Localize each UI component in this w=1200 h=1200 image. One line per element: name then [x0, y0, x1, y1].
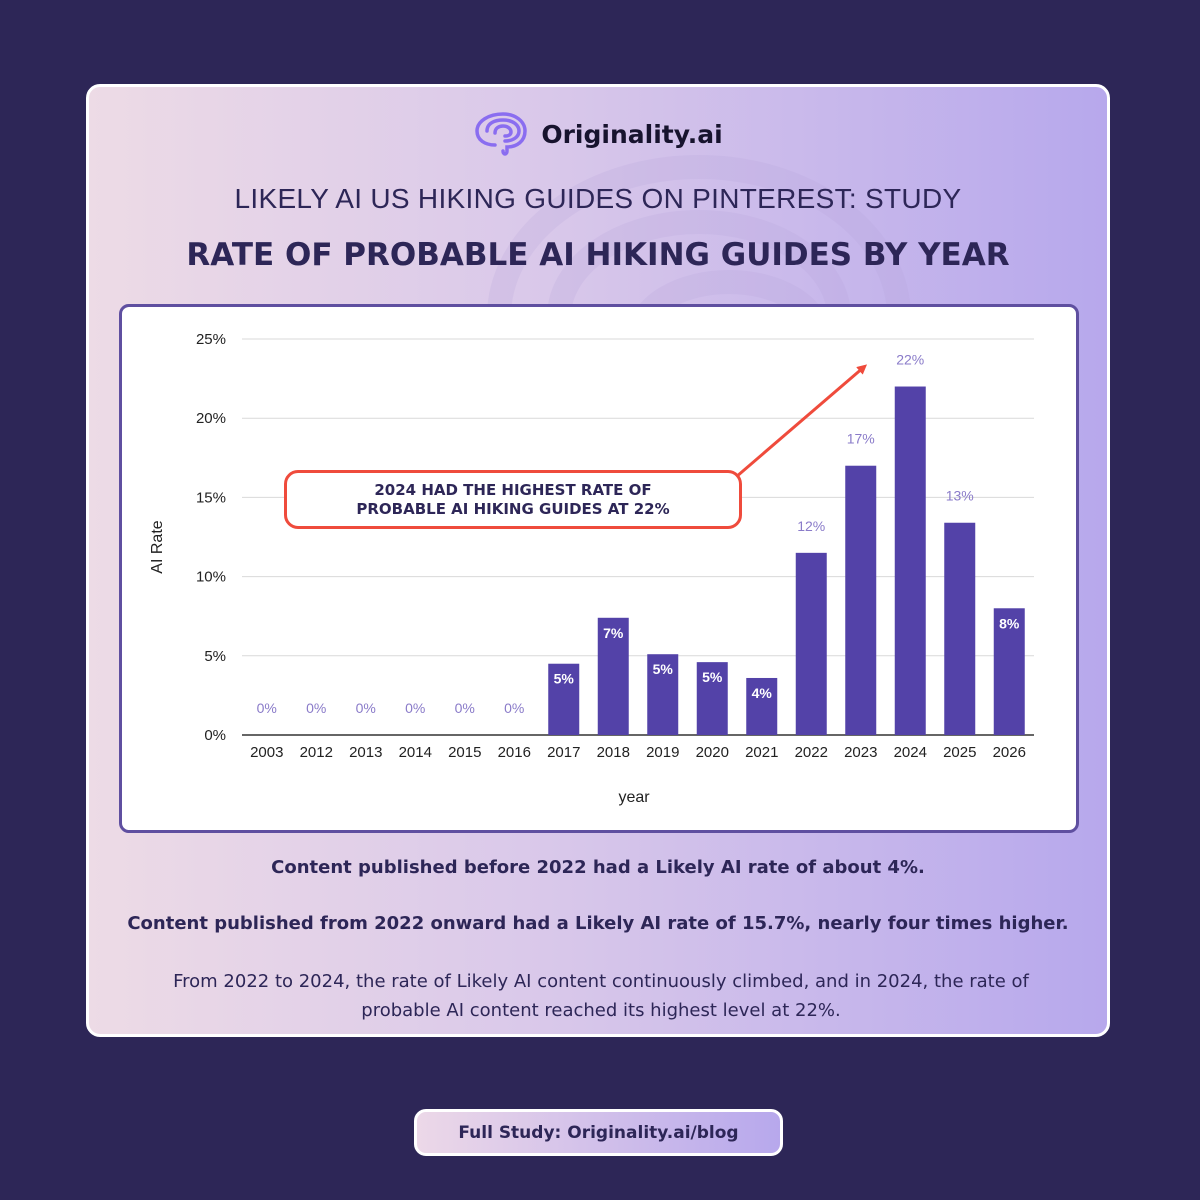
data-label: 4%: [752, 685, 773, 701]
y-axis-label: AI Rate: [149, 520, 166, 573]
bar-2022: [795, 552, 827, 735]
bar-2023: [845, 465, 877, 735]
x-tick-label: 2022: [795, 744, 828, 761]
annotation-callout: 2024 HAD THE HIGHEST RATE OF PROBABLE AI…: [284, 470, 742, 529]
data-label: 5%: [653, 661, 674, 677]
data-label: 0%: [504, 700, 524, 716]
full-study-link[interactable]: Full Study: Originality.ai/blog: [414, 1109, 783, 1156]
x-tick-label: 2016: [498, 744, 531, 761]
brain-icon: [475, 112, 528, 156]
x-tick-label: 2013: [349, 744, 382, 761]
bar-2020: [696, 662, 728, 735]
x-tick-label: 2025: [943, 744, 976, 761]
bar-2019: [647, 654, 679, 735]
data-label: 8%: [999, 615, 1020, 631]
study-subtitle: LIKELY AI US HIKING GUIDES ON PINTEREST:…: [234, 183, 962, 214]
bar-2017: [548, 663, 580, 735]
data-label: 7%: [603, 625, 624, 641]
y-tick-label: 10%: [196, 569, 226, 586]
data-label: 0%: [257, 700, 277, 716]
y-tick-label: 0%: [204, 727, 226, 744]
bar-2018: [597, 617, 629, 735]
data-label: 22%: [896, 352, 924, 368]
data-label: 5%: [554, 671, 575, 687]
x-tick-label: 2003: [250, 744, 283, 761]
chart-container: 0% 5% 10% 15% 20% 25% 2003 0% 2012 0% 2013 0% 2014 0%…: [119, 304, 1079, 833]
data-label: 0%: [405, 700, 425, 716]
x-axis-label: year: [618, 789, 650, 806]
brand-header: Originality.ai: [89, 109, 1107, 159]
x-tick-label: 2015: [448, 744, 481, 761]
data-label: 17%: [847, 431, 875, 447]
data-label: 13%: [946, 488, 974, 504]
annotation-text: 2024 HAD THE HIGHEST RATE OF PROBABLE AI…: [356, 480, 670, 518]
infographic-card: Originality.ai LIKELY AI US HIKING GUIDE…: [86, 84, 1110, 1037]
finding-trend: From 2022 to 2024, the rate of Likely AI…: [173, 971, 1029, 1021]
finding-before-2022: Content published before 2022 had a Like…: [271, 857, 925, 878]
bar-2025: [944, 522, 976, 735]
data-label: 5%: [702, 669, 723, 685]
x-tick-label: 2026: [993, 744, 1026, 761]
bar-chart: 0% 5% 10% 15% 20% 25% 2003 0% 2012 0% 2013 0% 2014 0%…: [149, 331, 1034, 806]
x-tick-label: 2012: [300, 744, 333, 761]
y-tick-label: 15%: [196, 489, 226, 506]
annotation-arrow: [735, 364, 868, 479]
x-tick-label: 2024: [894, 744, 927, 761]
brand-name: Originality.ai: [541, 119, 723, 149]
x-tick-label: 2018: [597, 744, 630, 761]
x-tick-label: 2023: [844, 744, 877, 761]
x-tick-label: 2021: [745, 744, 778, 761]
y-tick-label: 5%: [204, 648, 226, 665]
data-label: 0%: [306, 700, 326, 716]
data-label: 12%: [797, 518, 825, 534]
finding-from-2022: Content published from 2022 onward had a…: [127, 913, 1069, 934]
x-tick-label: 2017: [547, 744, 580, 761]
bar-2021: [746, 677, 778, 735]
bar-2026: [993, 608, 1025, 735]
y-tick-label: 20%: [196, 410, 226, 427]
data-label: 0%: [455, 700, 475, 716]
x-tick-label: 2020: [696, 744, 729, 761]
x-tick-label: 2019: [646, 744, 679, 761]
y-tick-label: 25%: [196, 331, 226, 348]
x-tick-label: 2014: [399, 744, 432, 761]
data-label: 0%: [356, 700, 376, 716]
bar-2024: [894, 386, 926, 735]
chart-title: RATE OF PROBABLE AI HIKING GUIDES BY YEA…: [186, 237, 1010, 273]
